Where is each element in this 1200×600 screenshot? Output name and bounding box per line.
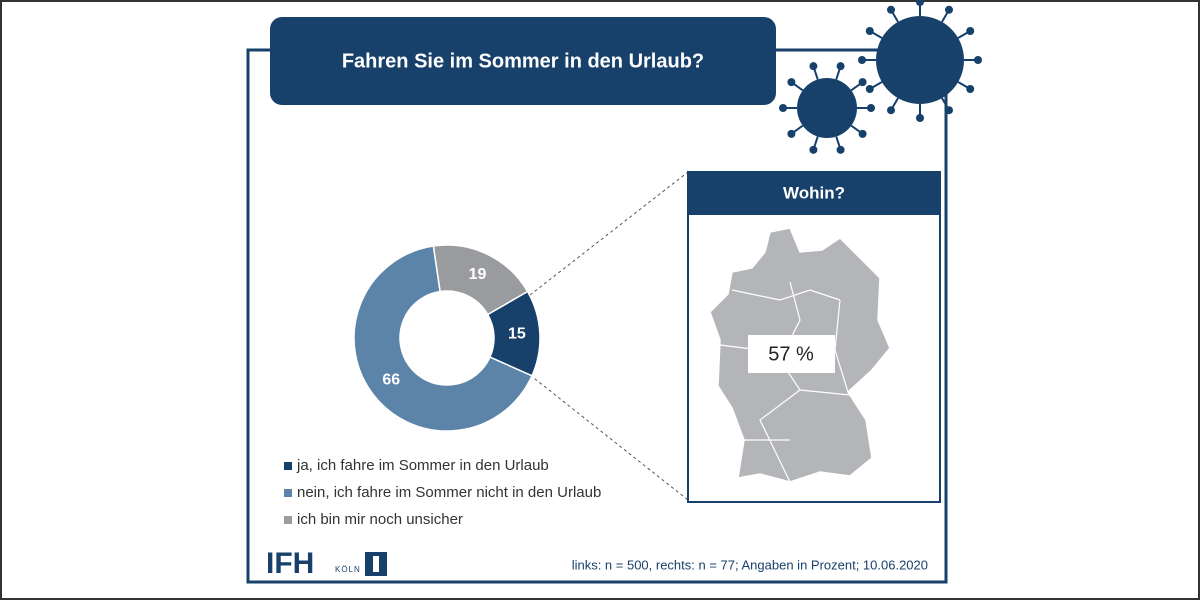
- virus-tip: [887, 5, 895, 14]
- data-label: 66: [382, 372, 400, 389]
- chart-title: Fahren Sie im Sommer in den Urlaub?: [342, 50, 704, 72]
- virus-tip: [945, 106, 953, 115]
- virus-tip: [916, 0, 924, 6]
- virus-tip: [836, 145, 845, 154]
- data-label: 15: [508, 326, 526, 343]
- legend-swatch: [284, 489, 292, 497]
- virus-tip: [966, 27, 975, 35]
- legend: ja, ich fahre im Sommer in den Urlaub nei…: [284, 457, 601, 528]
- inset-title: Wohin?: [783, 183, 845, 202]
- virus-tip: [809, 145, 818, 154]
- inset-header: [688, 172, 940, 215]
- legend-label: ja, ich fahre im Sommer in den Urlaub: [296, 457, 549, 474]
- logo-mark: [373, 556, 379, 572]
- virus-tip: [809, 62, 818, 71]
- legend-swatch: [284, 516, 292, 524]
- legend-label: ich bin mir noch unsicher: [297, 511, 463, 528]
- data-label: 19: [469, 266, 487, 283]
- donut-segment: [353, 245, 533, 432]
- footnote: links: n = 500, rechts: n = 77; Angaben …: [572, 557, 928, 572]
- virus-tip: [858, 129, 867, 138]
- virus-tip: [867, 104, 875, 112]
- map-label: 57 %: [768, 343, 814, 365]
- legend-label: nein, ich fahre im Sommer nicht in den U…: [297, 484, 601, 501]
- virus-tip: [945, 5, 953, 14]
- virus-body: [797, 78, 857, 138]
- virus-tip: [966, 85, 975, 93]
- virus-body: [876, 16, 964, 104]
- virus-tip: [865, 85, 874, 93]
- virus-tip: [779, 104, 787, 112]
- virus-tip: [974, 56, 982, 64]
- logo-city: KÖLN: [335, 565, 361, 574]
- donut-segment: [432, 244, 529, 316]
- legend-swatch: [284, 462, 292, 470]
- virus-tip: [836, 62, 845, 71]
- virus-tip: [916, 114, 924, 122]
- logo-name: IFH: [266, 547, 314, 580]
- virus-tip: [858, 56, 866, 64]
- virus-tip: [865, 27, 874, 35]
- virus-tip: [787, 129, 796, 138]
- virus-tip: [858, 78, 867, 87]
- title-box: [270, 17, 776, 105]
- map-label-box: [748, 335, 835, 373]
- virus-icons: [779, 0, 982, 154]
- virus-tip: [787, 78, 796, 87]
- virus-tip: [887, 106, 895, 115]
